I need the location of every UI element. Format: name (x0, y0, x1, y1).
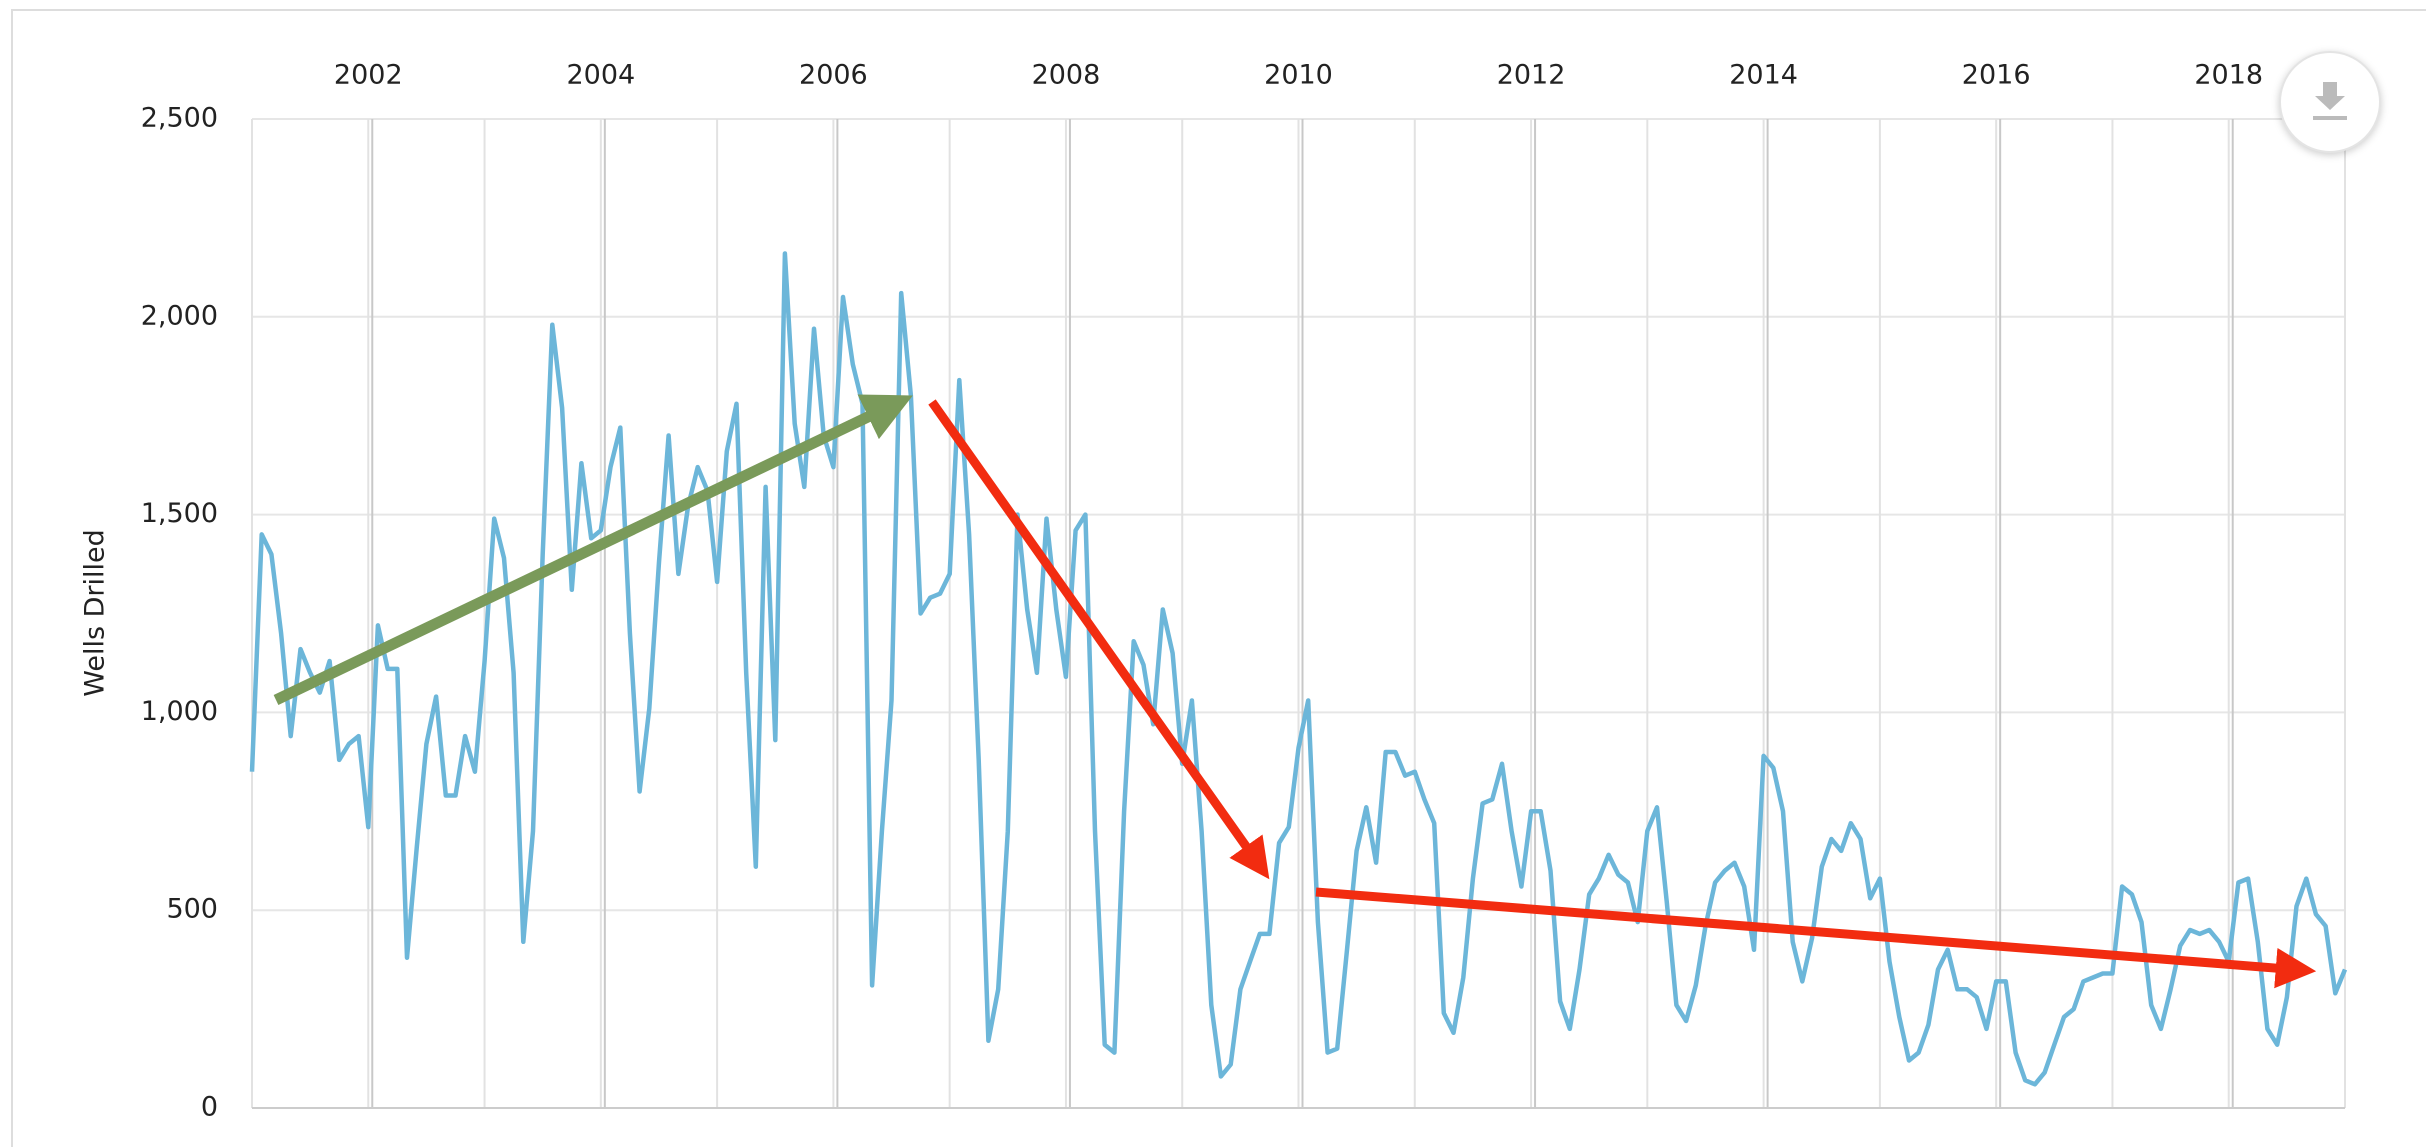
y-tick-label: 1,500 (141, 498, 218, 529)
trend-arrow (273, 394, 913, 705)
x-tick-label: 2008 (1032, 60, 1101, 91)
y-tick-label: 1,000 (141, 696, 218, 727)
y-tick-label: 0 (201, 1092, 218, 1123)
frame (11, 9, 2426, 1147)
plot (249, 251, 2348, 1087)
x-tick-label: 2012 (1497, 60, 1566, 91)
y-axis-title: Wells Drilled (80, 529, 111, 697)
y-tick-label: 2,000 (141, 300, 218, 331)
x-tick-label: 2016 (1962, 60, 2031, 91)
trend-arrow (928, 399, 1270, 880)
x-tick-label: 2006 (799, 60, 868, 91)
x-tick-label: 2010 (1264, 60, 1333, 91)
grid: 0 500 1,000 1,500 2,000 2,500 2002 2004 2006 2008… (141, 60, 2346, 1123)
x-tick-label: 2002 (334, 60, 403, 91)
download-button[interactable] (2279, 51, 2381, 153)
trend-arrow (1315, 887, 2317, 989)
y-tick-label: 500 (166, 894, 218, 925)
data-line (249, 251, 2348, 1087)
y-tick-label: 2,500 (141, 103, 218, 134)
x-tick-label: 2004 (566, 60, 635, 91)
x-tick-label: 2018 (2194, 60, 2263, 91)
x-tick-label: 2014 (1729, 60, 1798, 91)
